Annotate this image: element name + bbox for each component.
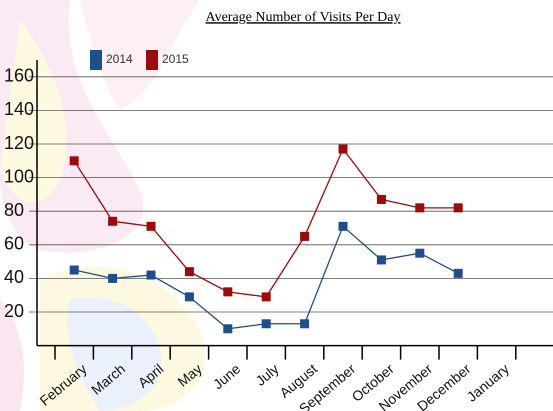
y-tick-label: 160: [4, 66, 34, 86]
data-point: [223, 287, 233, 297]
data-point: [108, 273, 118, 283]
legend-label: 2014: [106, 52, 133, 66]
data-point: [453, 268, 463, 278]
legend-label: 2015: [162, 52, 189, 66]
data-point: [223, 324, 233, 334]
legend-swatch: [146, 50, 158, 70]
data-point: [69, 156, 79, 166]
data-point: [184, 292, 194, 302]
data-point: [146, 221, 156, 231]
y-tick-label: 40: [4, 267, 24, 287]
background-decoration: [0, 0, 206, 411]
data-point: [415, 248, 425, 258]
y-tick-label: 100: [4, 166, 34, 186]
data-point: [376, 194, 386, 204]
data-point: [108, 216, 118, 226]
y-tick-label: 20: [4, 301, 24, 321]
data-point: [69, 265, 79, 275]
chart-title: Average Number of Visits Per Day: [206, 10, 401, 25]
data-point: [338, 144, 348, 154]
data-point: [146, 270, 156, 280]
data-point: [184, 267, 194, 277]
y-tick-label: 140: [4, 99, 34, 119]
data-point: [300, 231, 310, 241]
x-tick-label: July: [252, 360, 281, 388]
y-tick-label: 120: [4, 133, 34, 153]
data-point: [261, 319, 271, 329]
data-point: [338, 221, 348, 231]
legend-swatch: [90, 50, 102, 70]
x-tick-label: January: [464, 360, 512, 404]
data-point: [300, 319, 310, 329]
x-tick-label: June: [210, 360, 244, 392]
data-point: [453, 203, 463, 213]
y-tick-label: 60: [4, 234, 24, 254]
y-tick-label: 80: [4, 200, 24, 220]
data-point: [376, 255, 386, 265]
data-point: [261, 292, 271, 302]
data-point: [415, 203, 425, 213]
